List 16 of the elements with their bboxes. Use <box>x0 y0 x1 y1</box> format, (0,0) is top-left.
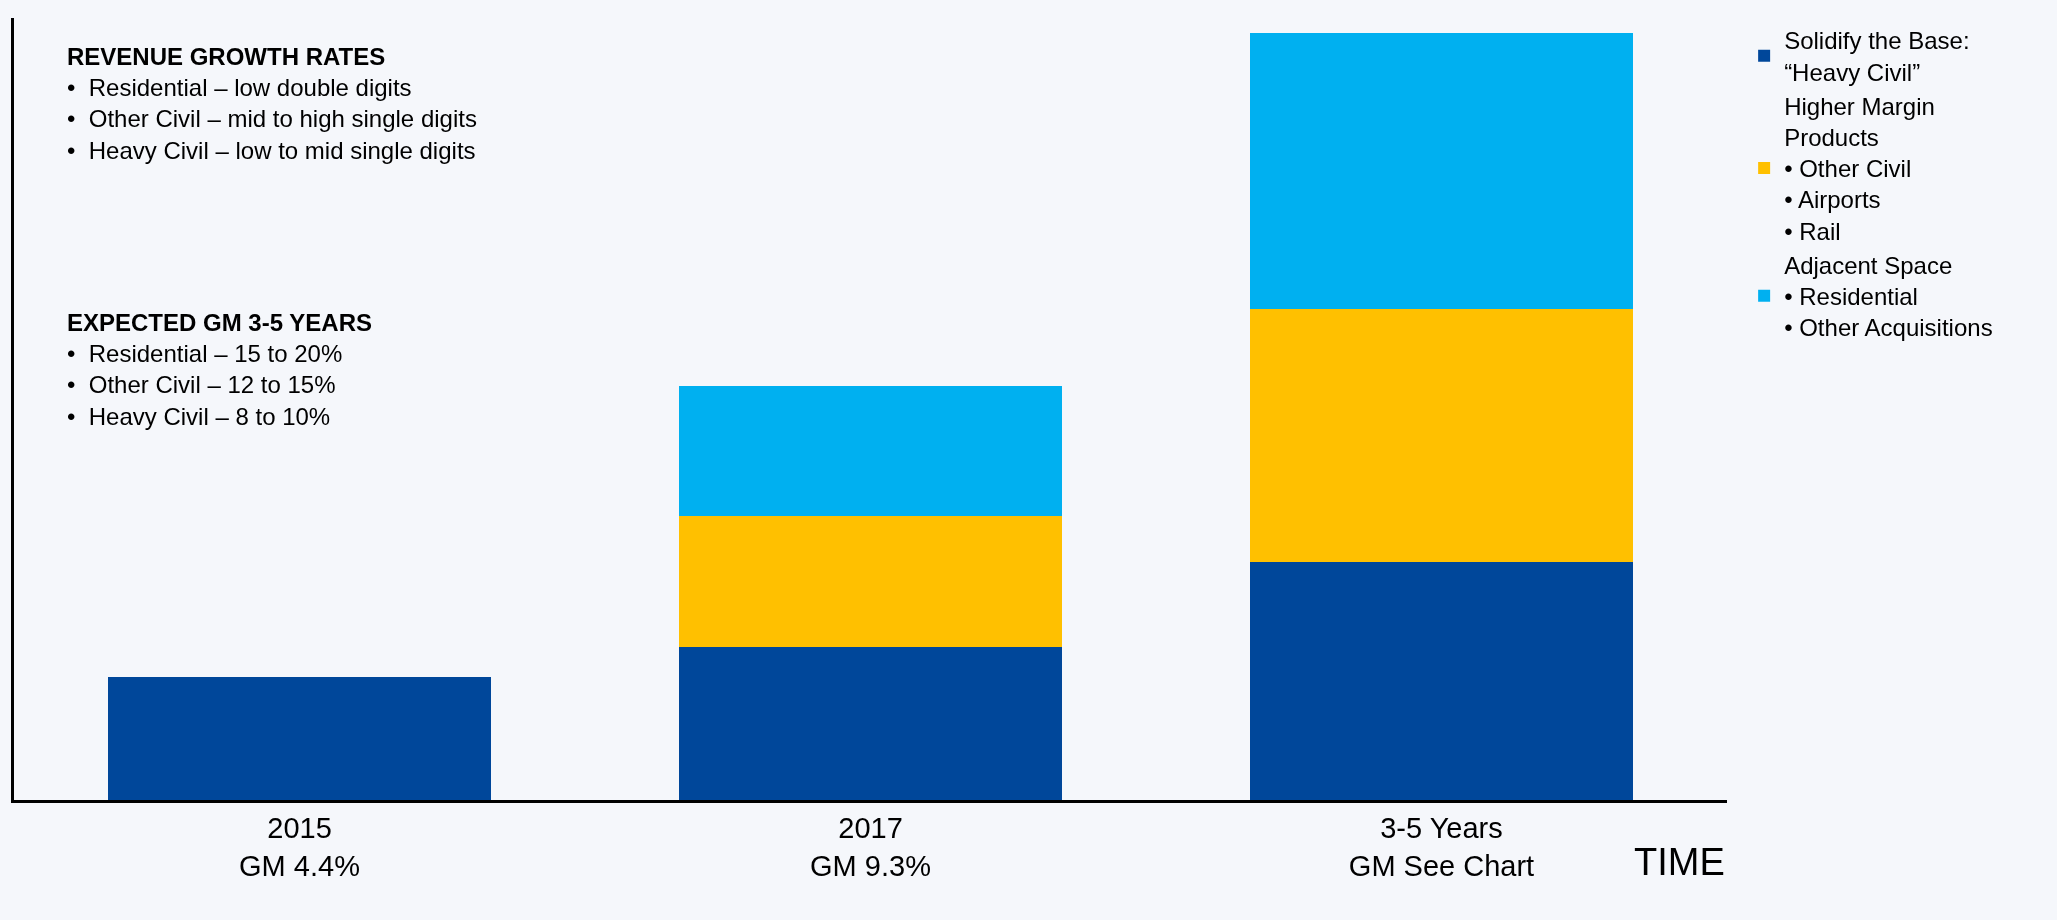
bar <box>679 516 1062 647</box>
annotation: REVENUE GROWTH RATES • Residential – low double digits • Other Civil – mid to high single digits • Heavy Civil – low to mid single digits <box>67 43 477 164</box>
bar <box>1250 562 1633 800</box>
bar <box>108 677 491 800</box>
bar <box>679 646 1062 800</box>
x-tick-label: 2015 GM 4.4% <box>239 811 360 882</box>
x-tick-label: 3-5 Years GM See Chart <box>1348 811 1535 882</box>
legend-label: Adjacent Space • Residential • Other Acquisitions <box>1784 251 1993 342</box>
annotation: EXPECTED GM 3-5 YEARS • Residential – 15 to 20% • Other Civil – 12 to 15% • Heavy Civil – 8 to 10% <box>67 309 372 430</box>
legend-label: Higher Margin Products • Other Civil • Airports • Rail <box>1784 92 1935 245</box>
x-tick-label: 2017 GM 9.3% <box>810 811 931 882</box>
bar <box>679 386 1062 517</box>
x-axis-title: TIME <box>1634 841 1725 883</box>
legend-label: Solidify the Base: “Heavy Civil” <box>1784 27 1970 86</box>
bar <box>1250 33 1633 310</box>
bar <box>1250 309 1633 563</box>
